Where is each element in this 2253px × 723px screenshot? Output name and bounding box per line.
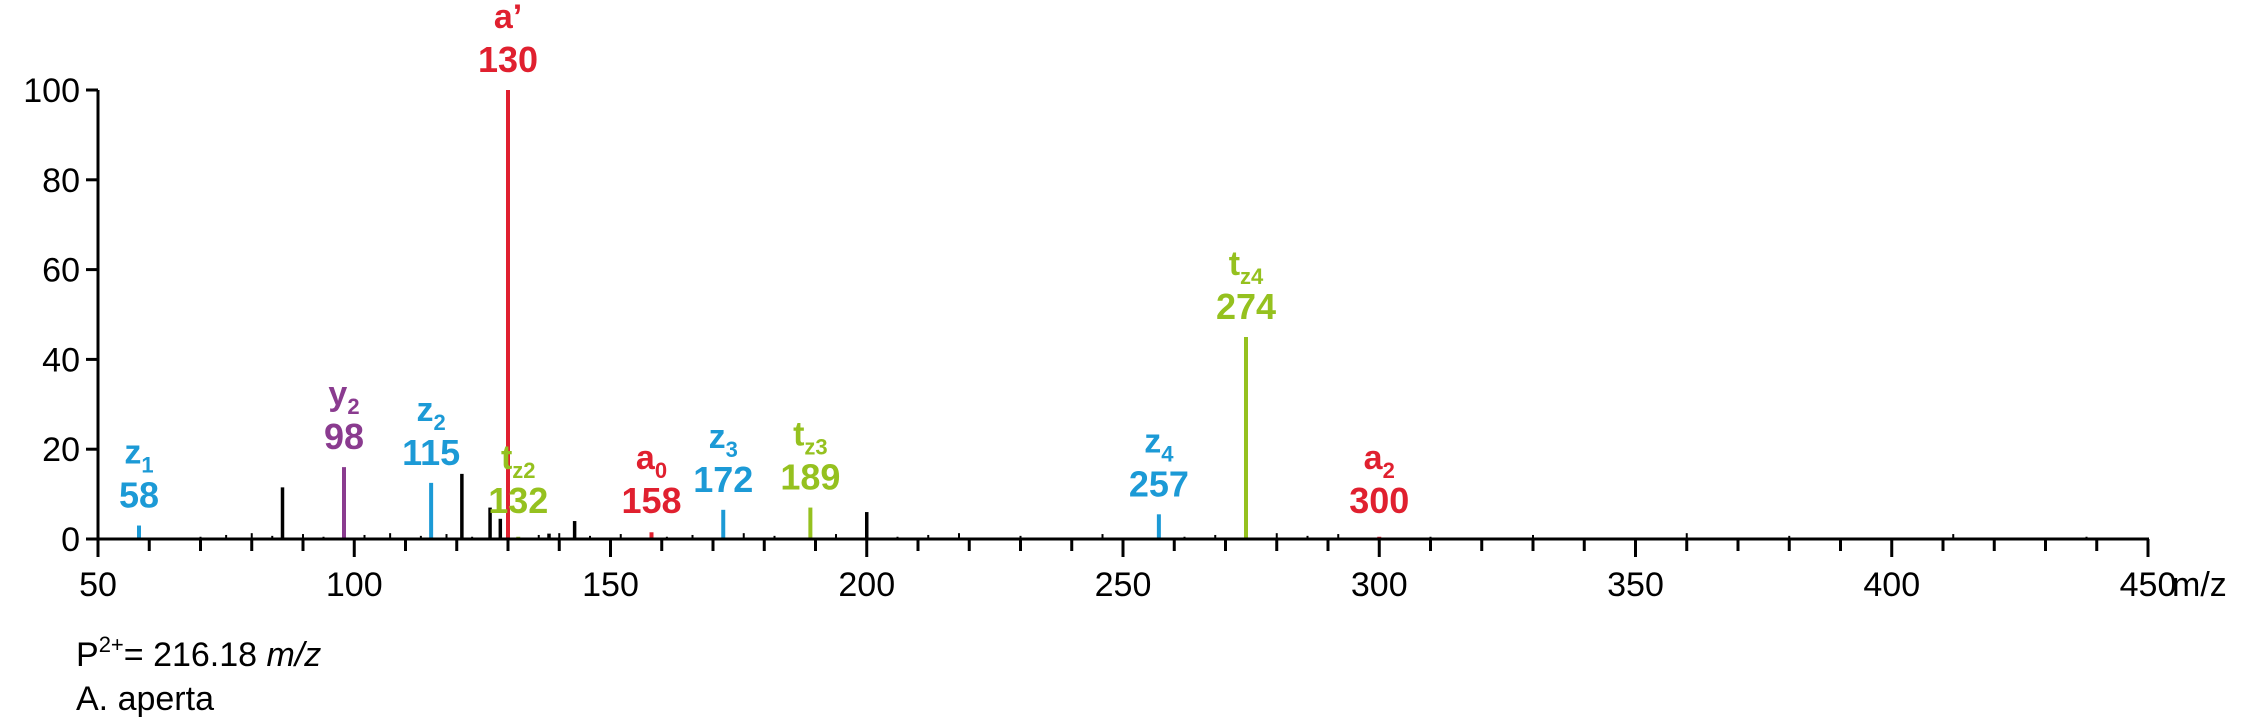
x-tick-label: 150 xyxy=(582,566,639,604)
x-tick-label: 300 xyxy=(1351,566,1408,604)
y-tick-label: 40 xyxy=(42,341,80,379)
precursor-prefix: P xyxy=(76,636,99,674)
x-tick-label: 100 xyxy=(326,566,383,604)
peak-mz-label: 158 xyxy=(621,480,681,521)
peak-mz-label: 189 xyxy=(780,457,840,498)
peak-ion-label: z1 xyxy=(124,434,153,478)
y-tick-label: 100 xyxy=(23,72,80,110)
peak-mz-label: 115 xyxy=(402,432,460,473)
peak-mz-label: 130 xyxy=(478,39,538,80)
y-tick-label: 60 xyxy=(42,252,80,290)
x-tick-label: 250 xyxy=(1095,566,1152,604)
x-tick-label: 350 xyxy=(1607,566,1664,604)
x-tick-label: 50 xyxy=(79,566,117,604)
peak-ion-label: a2 xyxy=(1364,439,1395,483)
x-tick-label: 450 xyxy=(2120,566,2177,604)
y-tick-label: 20 xyxy=(42,431,80,469)
peak-ion-label: z3 xyxy=(709,418,738,462)
axes-layer: 0 20 40 60 80 100 50 100 150 200 250 300 350 400 450m/… xyxy=(23,72,2227,604)
precursor-unit: m/z xyxy=(266,636,322,674)
precursor-note: P2+= 216.18 m/z xyxy=(76,632,322,674)
precursor-charge: 2+ xyxy=(98,632,124,657)
peak-mz-label: 172 xyxy=(693,459,753,500)
peak-mz-label: 58 xyxy=(119,475,159,516)
x-tick-label: 200 xyxy=(838,566,895,604)
peak-mz-label: 274 xyxy=(1216,286,1276,327)
x-axis-unit: m/z xyxy=(2172,566,2227,604)
peak-ion-label: z2 xyxy=(417,391,446,435)
y-tick-label: 80 xyxy=(42,162,80,200)
peak-ion-label: y2 xyxy=(328,375,359,419)
peak-ion-label: tz2 xyxy=(501,439,536,483)
peak-mz-label: 98 xyxy=(324,416,364,457)
peak-mz-label: 300 xyxy=(1349,480,1409,521)
peak-mz-label: 132 xyxy=(488,480,548,521)
peak-ion-label: a’ xyxy=(494,0,522,36)
peak-ion-label: tz3 xyxy=(793,416,828,460)
y-tick-label: 0 xyxy=(61,521,80,559)
peak-ion-label: a0 xyxy=(636,439,667,483)
peak-mz-label: 257 xyxy=(1129,463,1189,504)
x-tick-label: 400 xyxy=(1863,566,1920,604)
sample-name: A. aperta xyxy=(76,680,214,718)
peak-ion-label: tz4 xyxy=(1229,245,1264,289)
peak-ion-label: z4 xyxy=(1144,422,1174,466)
precursor-value: = 216.18 xyxy=(123,636,267,674)
